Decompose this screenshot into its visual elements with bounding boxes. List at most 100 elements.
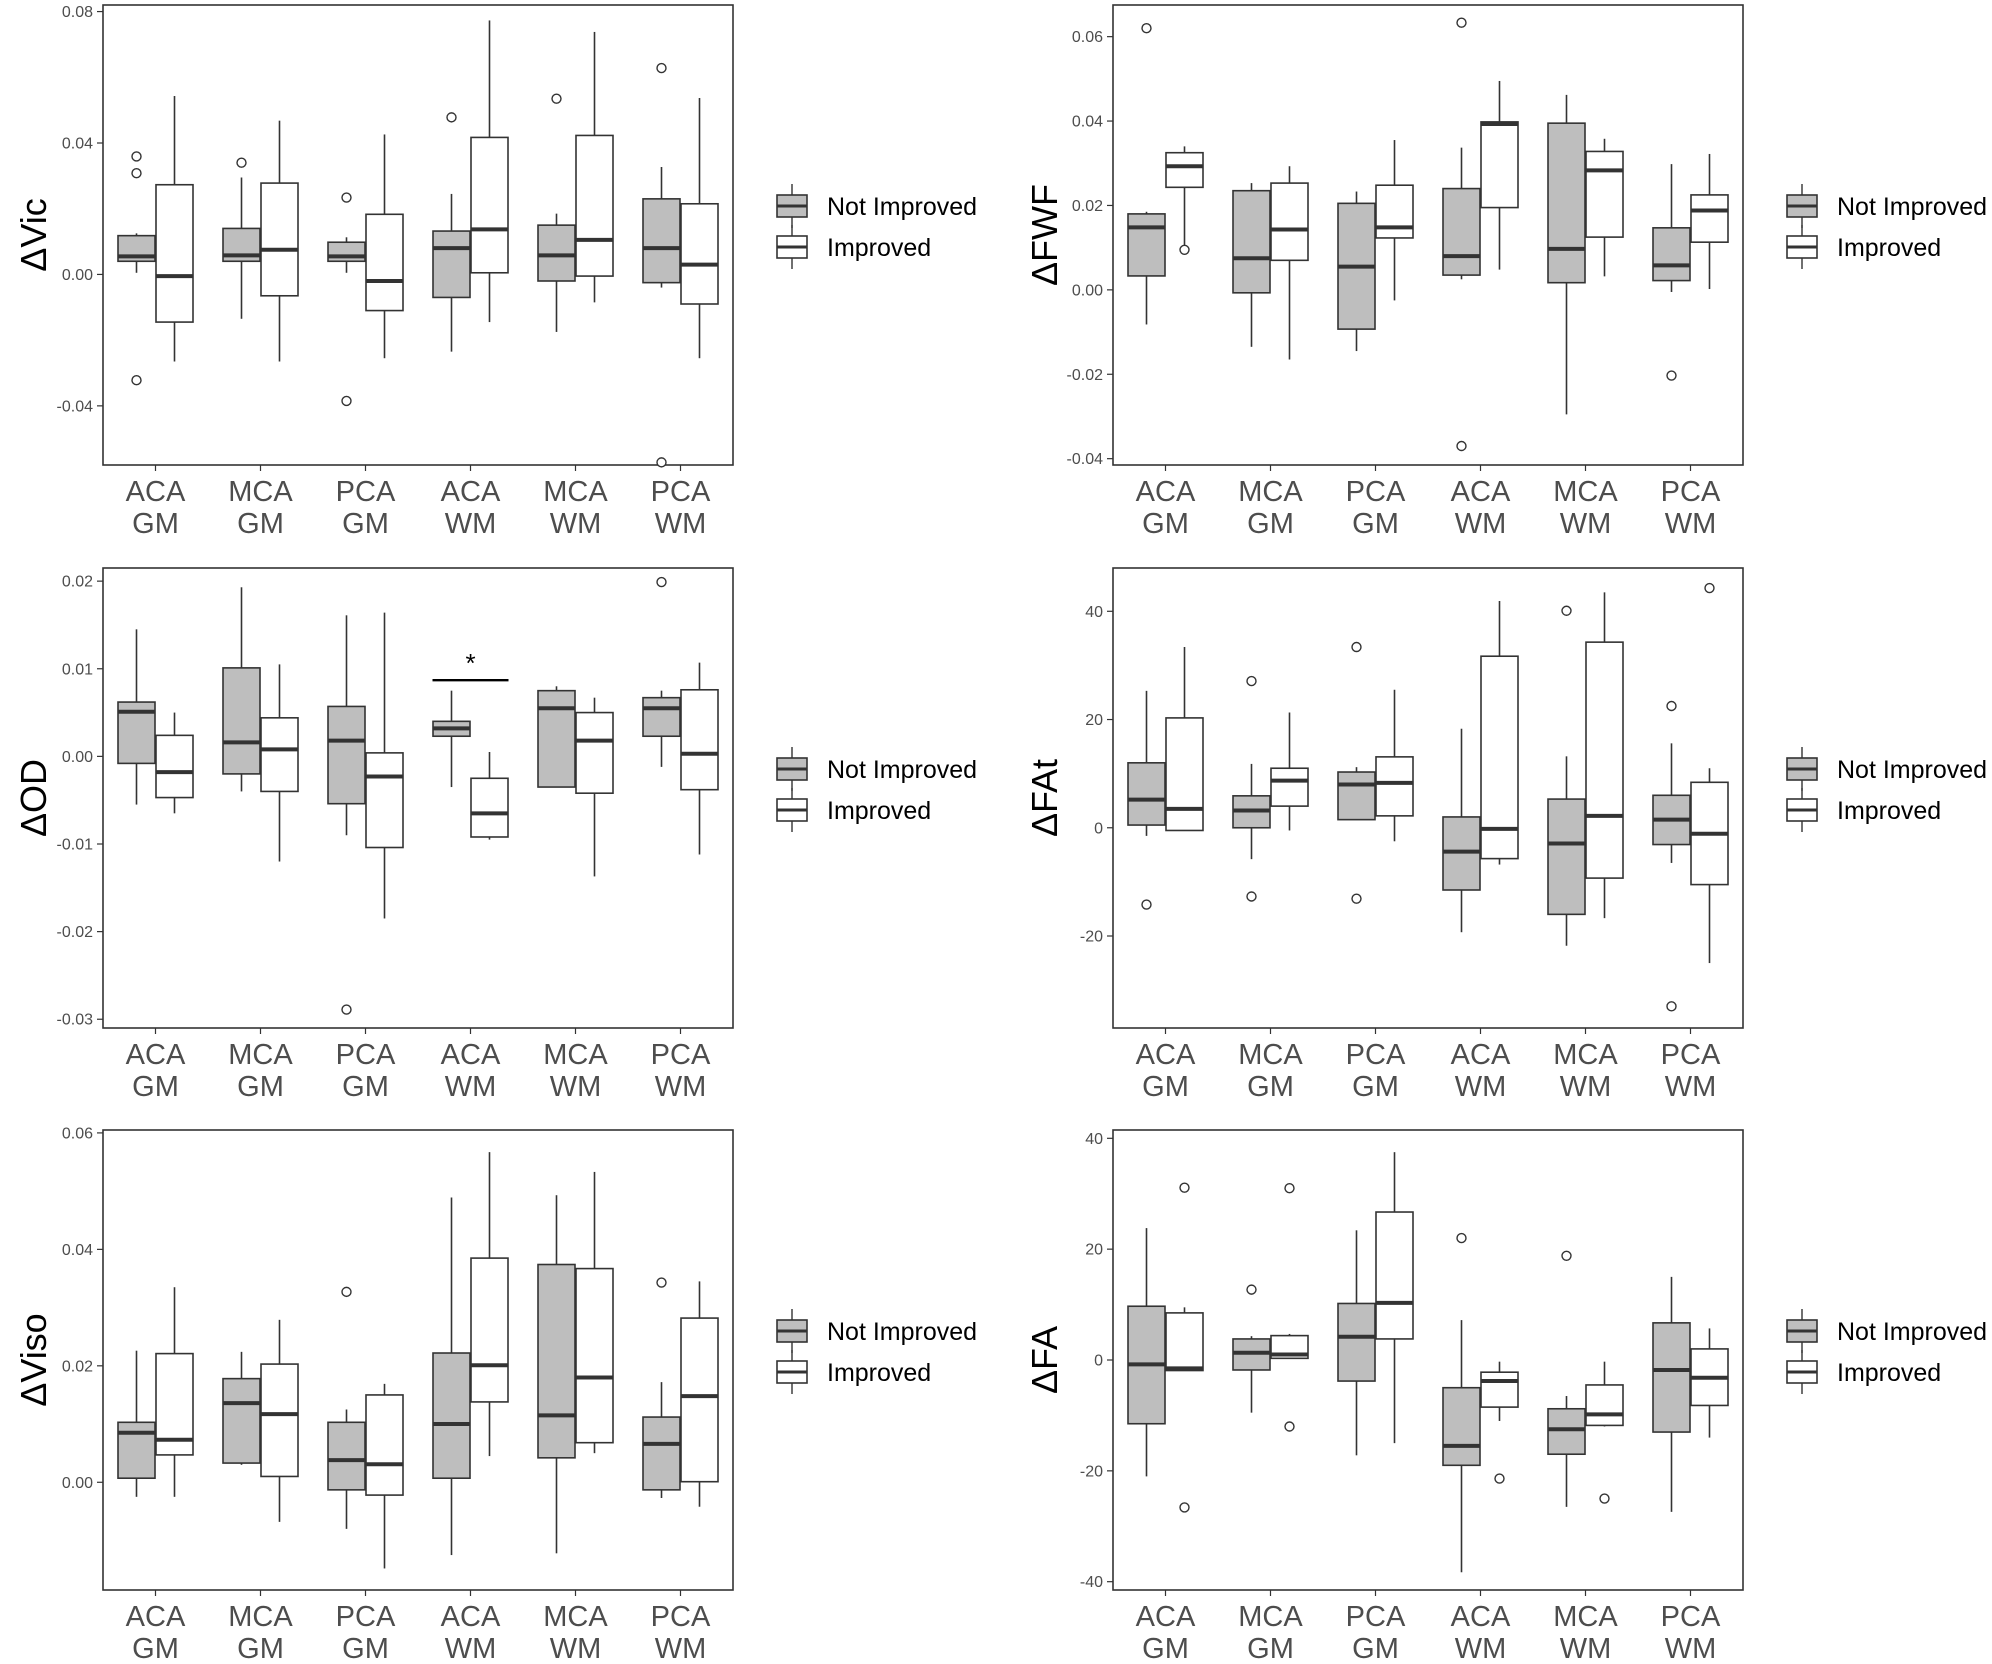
outlier-point	[1561, 1250, 1572, 1262]
box-iqr	[1232, 189, 1271, 294]
y-tick-label: 0.02	[62, 574, 93, 591]
box-iqr	[327, 241, 366, 263]
category-label: PCA GM	[1346, 1601, 1406, 1664]
y-tick-label: -0.04	[57, 398, 94, 415]
box-iqr	[470, 777, 509, 838]
box-improved	[470, 20, 509, 323]
category-label: MCA GM	[228, 476, 293, 540]
box-not-improved	[1442, 728, 1481, 933]
outlier-point	[1561, 605, 1572, 616]
outlier-point	[656, 62, 667, 74]
box-not-improved	[1337, 191, 1376, 352]
panel-border	[1112, 1129, 1744, 1591]
box-improved	[1165, 647, 1204, 832]
box-improved	[680, 1281, 719, 1507]
outlier-point	[446, 112, 457, 123]
category-label: ACA GM	[1136, 1039, 1196, 1103]
box-not-improved	[1547, 1250, 1586, 1507]
box-iqr	[1585, 1384, 1624, 1427]
outlier-point	[656, 457, 667, 468]
box-iqr	[1652, 1322, 1691, 1433]
box-iqr	[1165, 717, 1204, 832]
y-tick-label: 40	[1085, 1131, 1103, 1148]
category-label: PCA GM	[1346, 1039, 1406, 1103]
box-not-improved	[1652, 1276, 1691, 1512]
box-not-improved	[432, 112, 471, 352]
y-tick-label: 0.00	[62, 1475, 93, 1492]
significance-star: *	[465, 648, 475, 678]
box-not-improved	[1127, 690, 1166, 910]
box-iqr	[1270, 767, 1309, 807]
y-tick-label: 0.02	[1072, 198, 1103, 215]
legend-label: Improved	[1837, 234, 1941, 262]
box-improved	[1585, 1361, 1624, 1504]
box-improved	[680, 662, 719, 855]
outlier-point	[1456, 17, 1467, 28]
y-tick-label: 20	[1085, 712, 1103, 729]
legend-label: Improved	[827, 234, 931, 262]
outlier-point	[1666, 700, 1677, 712]
box-improved	[365, 612, 404, 919]
box-improved	[1375, 689, 1414, 842]
legend-key-improved	[776, 225, 808, 269]
box-improved	[575, 697, 614, 877]
legend-key-not-improved	[776, 747, 808, 791]
outlier-point	[131, 151, 142, 162]
legend: Not Improved Improved	[1786, 1309, 1987, 1394]
legend-key-improved	[776, 1350, 808, 1394]
legend-key-improved	[776, 788, 808, 832]
box-not-improved	[642, 1277, 681, 1498]
box-iqr	[575, 1267, 614, 1444]
outlier-point	[1599, 1493, 1610, 1504]
box-iqr	[642, 696, 681, 738]
legend: Not Improved Improved	[1786, 184, 1987, 269]
y-axis-label: ΔViso	[13, 1313, 54, 1406]
box-iqr	[1652, 227, 1691, 282]
legend-label: Not Improved	[1837, 193, 1987, 221]
panel-4: -20 0 20 40 ACA GM MCA GM PCA GM ACA WM MCA WM PCA WM ΔF…	[1024, 567, 1987, 1103]
y-tick-label: -0.02	[1067, 367, 1104, 384]
y-tick-label: -0.04	[1067, 451, 1104, 468]
y-tick-label: 40	[1085, 604, 1103, 621]
box-not-improved	[1337, 1230, 1376, 1456]
box-iqr	[117, 1421, 156, 1480]
box-not-improved	[117, 1350, 156, 1497]
outlier-point	[1246, 1284, 1257, 1295]
box-iqr	[642, 198, 681, 284]
category-label: MCA GM	[1238, 1601, 1303, 1664]
box-improved	[1690, 582, 1729, 964]
box-iqr	[1547, 122, 1586, 284]
box-not-improved	[432, 1197, 471, 1556]
box-improved	[470, 1152, 509, 1457]
box-iqr	[1337, 1302, 1376, 1382]
box-not-improved	[1652, 164, 1691, 381]
box-not-improved	[1232, 1284, 1271, 1413]
outlier-point	[551, 93, 562, 104]
box-iqr	[222, 667, 261, 775]
box-improved	[155, 96, 194, 362]
box-iqr	[680, 1317, 719, 1483]
outlier-point	[341, 192, 352, 203]
y-tick-label: -40	[1080, 1574, 1103, 1591]
outlier-point	[1246, 891, 1257, 902]
box-iqr	[365, 213, 404, 312]
box-improved	[260, 120, 299, 362]
box-iqr	[260, 182, 299, 297]
box-iqr	[1270, 182, 1309, 262]
box-not-improved	[1547, 605, 1586, 946]
box-not-improved	[537, 686, 576, 788]
y-tick-label: -0.03	[57, 1012, 94, 1029]
category-label: ACA GM	[126, 1601, 186, 1664]
box-iqr	[365, 1394, 404, 1496]
outlier-point	[1246, 675, 1257, 687]
box-not-improved	[1442, 17, 1481, 452]
outlier-point	[341, 1004, 352, 1015]
y-tick-label: 0.02	[62, 1358, 93, 1375]
box-iqr	[1547, 798, 1586, 916]
box-not-improved	[222, 157, 261, 319]
legend: Not Improved Improved	[776, 747, 977, 832]
box-improved	[1690, 153, 1729, 290]
y-tick-label: 0.06	[1072, 29, 1103, 46]
legend-key-improved	[1786, 225, 1818, 269]
